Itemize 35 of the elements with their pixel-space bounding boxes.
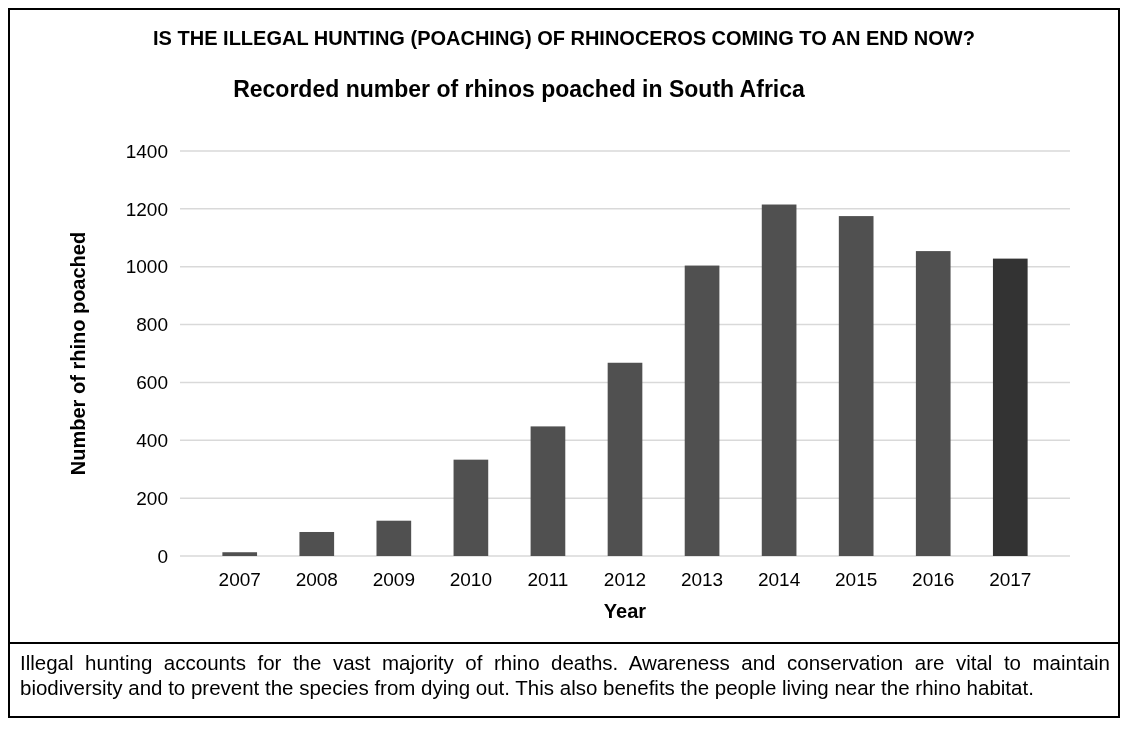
x-tick-label: 2012 [603,569,647,590]
y-tick-label: 800 [136,314,168,336]
y-tick-label: 1400 [125,140,168,162]
y-tick-label: 1200 [125,198,168,220]
x-tick-label: 2017 [989,569,1032,590]
bar [607,362,643,556]
x-tick-label: 2014 [757,569,801,590]
bar [684,265,720,556]
bar [992,258,1028,556]
x-tick-label: 2008 [295,569,338,590]
bar [376,520,412,556]
y-tick-label: 600 [136,372,168,394]
x-tick-label: 2015 [835,569,878,590]
x-tick-label: 2010 [449,569,493,590]
y-tick-label: 0 [157,545,168,567]
chart-title: IS THE ILLEGAL HUNTING (POACHING) OF RHINOCEROS COMING TO AN END NOW? [152,26,976,50]
bar [299,531,335,556]
bar [838,216,874,556]
y-tick-label: 1000 [125,256,168,278]
x-tick-label: 2013 [680,569,724,590]
text: Illegal hunting accounts for the vast majority of rhino deaths. Awareness and conservation are vital to maintain biodiversity and to prevent the species from dying out. This also benefits the people living near the rhino habitat. [20,650,1110,700]
y-axis-title: Number of rhino poached [67,231,89,476]
chart-subtitle: Recorded number of rhinos poached in South Africa [232,76,806,103]
bar [915,251,951,556]
x-tick-label: 2009 [372,569,415,590]
bar [222,552,258,556]
x-tick-label: 2007 [218,569,261,590]
x-axis-title: Year [603,600,647,622]
bar [761,204,797,556]
bar [453,459,489,556]
y-tick-label: 200 [136,487,168,509]
y-tick-label: 400 [136,429,168,451]
x-tick-label: 2016 [912,569,955,590]
bar [530,426,566,556]
x-tick-label: 2011 [527,569,569,590]
